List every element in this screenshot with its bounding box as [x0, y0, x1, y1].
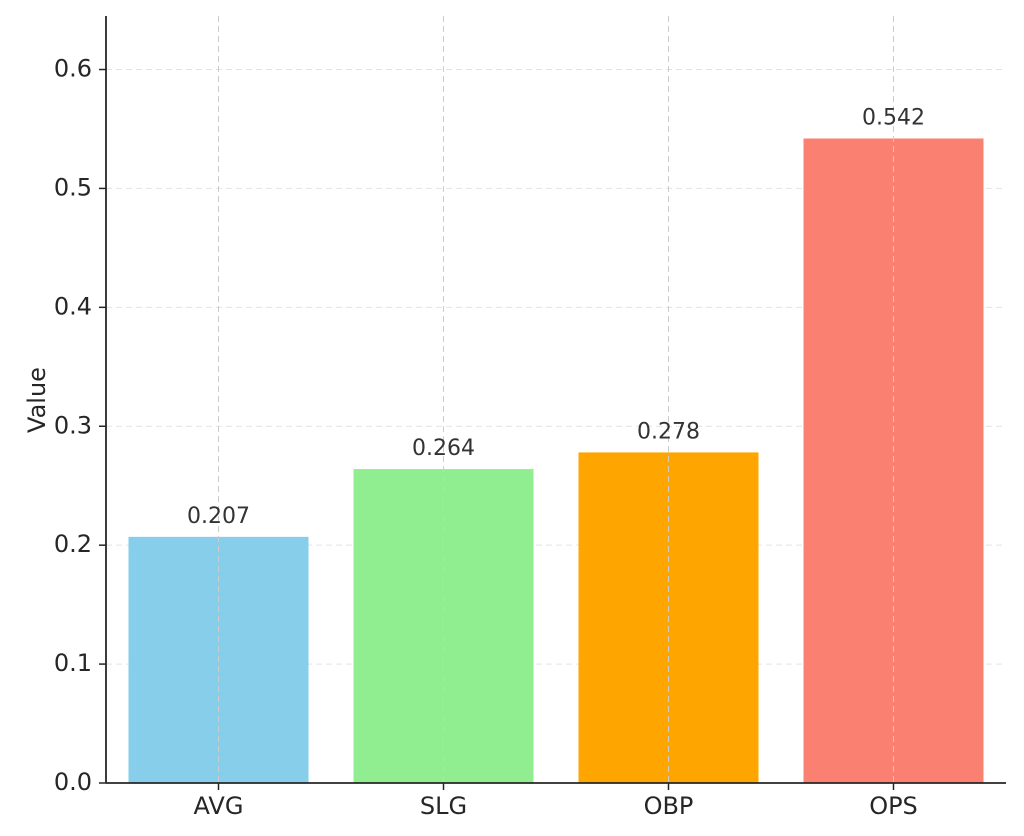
bars — [128, 138, 984, 783]
axes — [105, 16, 1006, 784]
x-axis-ticks: AVG SLG OBP OPS — [194, 783, 918, 820]
bar-value-label: 0.542 — [862, 105, 925, 130]
bar-value-label: 0.278 — [637, 419, 700, 444]
y-tick-label: 0.4 — [54, 292, 92, 320]
vertical-grid — [218, 16, 894, 783]
y-tick-label: 0.1 — [54, 649, 92, 677]
y-tick-label: 0.2 — [54, 530, 92, 558]
x-tick-label: OBP — [644, 792, 694, 820]
x-tick-label: AVG — [194, 792, 244, 820]
y-axis-title: Value — [23, 367, 51, 433]
y-tick-label: 0.6 — [54, 55, 92, 83]
y-axis-ticks: 0.0 0.1 0.2 0.3 0.4 0.5 0.6 — [54, 55, 106, 796]
y-tick-label: 0.3 — [54, 411, 92, 439]
x-tick-label: SLG — [420, 792, 467, 820]
bar-value-label: 0.264 — [412, 436, 475, 461]
bar-value-labels: 0.207 0.264 0.278 0.542 — [187, 105, 925, 528]
bar-value-label: 0.207 — [187, 504, 250, 529]
x-tick-label: OPS — [869, 792, 918, 820]
y-tick-label: 0.0 — [54, 768, 92, 796]
y-tick-label: 0.5 — [54, 173, 92, 201]
